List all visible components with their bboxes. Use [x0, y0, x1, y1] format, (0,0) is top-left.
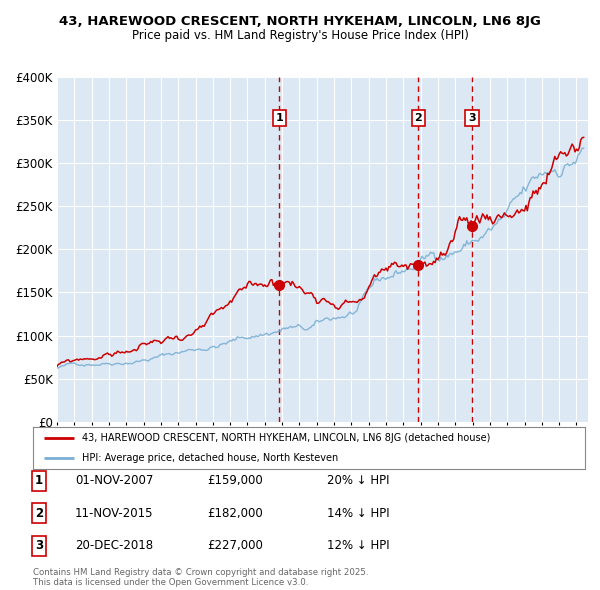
Text: Price paid vs. HM Land Registry's House Price Index (HPI): Price paid vs. HM Land Registry's House …	[131, 29, 469, 42]
Text: 2: 2	[35, 507, 43, 520]
Text: 3: 3	[35, 539, 43, 552]
Text: 01-NOV-2007: 01-NOV-2007	[75, 474, 154, 487]
Text: 3: 3	[468, 113, 476, 123]
Text: 43, HAREWOOD CRESCENT, NORTH HYKEHAM, LINCOLN, LN6 8JG (detached house): 43, HAREWOOD CRESCENT, NORTH HYKEHAM, LI…	[82, 433, 490, 443]
Text: HPI: Average price, detached house, North Kesteven: HPI: Average price, detached house, Nort…	[82, 453, 338, 463]
Text: 14% ↓ HPI: 14% ↓ HPI	[327, 507, 389, 520]
Text: 43, HAREWOOD CRESCENT, NORTH HYKEHAM, LINCOLN, LN6 8JG: 43, HAREWOOD CRESCENT, NORTH HYKEHAM, LI…	[59, 15, 541, 28]
Text: 1: 1	[275, 113, 283, 123]
Text: 11-NOV-2015: 11-NOV-2015	[75, 507, 154, 520]
Text: £159,000: £159,000	[207, 474, 263, 487]
Text: £227,000: £227,000	[207, 539, 263, 552]
Text: 20% ↓ HPI: 20% ↓ HPI	[327, 474, 389, 487]
Text: 12% ↓ HPI: 12% ↓ HPI	[327, 539, 389, 552]
Text: 2: 2	[415, 113, 422, 123]
Text: 1: 1	[35, 474, 43, 487]
Text: £182,000: £182,000	[207, 507, 263, 520]
Text: 20-DEC-2018: 20-DEC-2018	[75, 539, 153, 552]
Text: Contains HM Land Registry data © Crown copyright and database right 2025.
This d: Contains HM Land Registry data © Crown c…	[33, 568, 368, 587]
